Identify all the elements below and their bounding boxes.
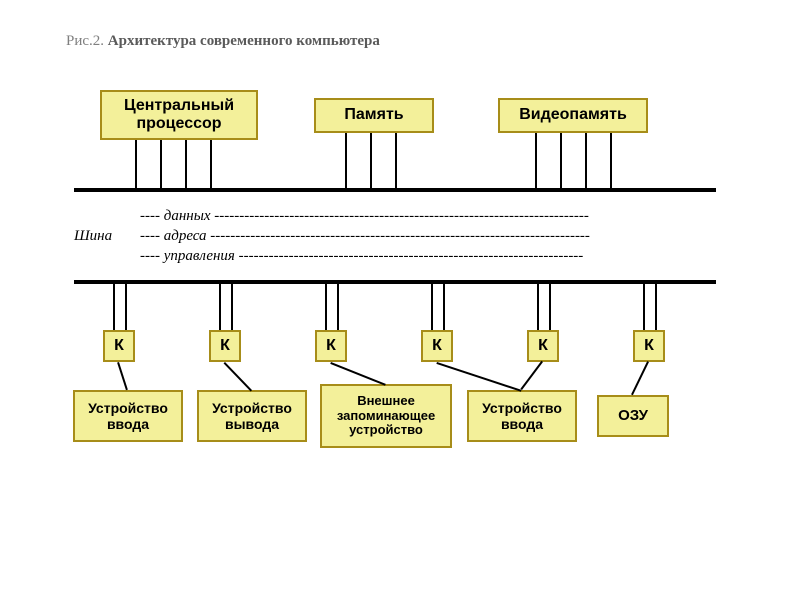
connector-line bbox=[560, 133, 562, 188]
controller-box: К bbox=[103, 330, 135, 362]
connector-line bbox=[224, 362, 252, 391]
connector-line bbox=[549, 284, 551, 330]
connector-line bbox=[643, 284, 645, 330]
connector-line bbox=[210, 140, 212, 188]
connector-line bbox=[610, 133, 612, 188]
bus-sub-label: ---- данных ----------------------------… bbox=[140, 208, 589, 225]
connector-line bbox=[113, 284, 115, 330]
connector-line bbox=[345, 133, 347, 188]
controller-box: К bbox=[421, 330, 453, 362]
caption-prefix: Рис.2. bbox=[66, 33, 108, 49]
connector-line bbox=[655, 284, 657, 330]
connector-line bbox=[631, 361, 649, 395]
bus-line bbox=[74, 188, 716, 192]
connector-line bbox=[537, 284, 539, 330]
top-box: Память bbox=[314, 98, 434, 133]
connector-line bbox=[330, 362, 386, 386]
connector-line bbox=[135, 140, 137, 188]
connector-line bbox=[117, 362, 128, 391]
connector-line bbox=[535, 133, 537, 188]
connector-line bbox=[370, 133, 372, 188]
connector-line bbox=[160, 140, 162, 188]
connector-line bbox=[125, 284, 127, 330]
connector-line bbox=[431, 284, 433, 330]
top-box: Видеопамять bbox=[498, 98, 648, 133]
connector-line bbox=[337, 284, 339, 330]
connector-line bbox=[443, 284, 445, 330]
top-box: Центральный процессор bbox=[100, 90, 258, 140]
caption-title: Архитектура современного компьютера bbox=[108, 33, 380, 49]
connector-line bbox=[325, 284, 327, 330]
connector-line bbox=[231, 284, 233, 330]
controller-box: К bbox=[633, 330, 665, 362]
controller-box: К bbox=[527, 330, 559, 362]
device-box: ОЗУ bbox=[597, 395, 669, 437]
bus-line bbox=[74, 280, 716, 284]
connector-line bbox=[395, 133, 397, 188]
figure-caption: Рис.2. Архитектура современного компьюте… bbox=[66, 33, 380, 50]
device-box: Устройство вывода bbox=[197, 390, 307, 442]
controller-box: К bbox=[209, 330, 241, 362]
connector-line bbox=[185, 140, 187, 188]
connector-line bbox=[585, 133, 587, 188]
device-box: Устройство ввода bbox=[467, 390, 577, 442]
device-box: Устройство ввода bbox=[73, 390, 183, 442]
controller-box: К bbox=[315, 330, 347, 362]
bus-sub-label: ---- управления ------------------------… bbox=[140, 248, 583, 265]
device-box: Внешнее запоминающее устройство bbox=[320, 384, 452, 448]
connector-line bbox=[219, 284, 221, 330]
connector-line bbox=[520, 361, 543, 390]
bus-sub-label: ---- адреса ----------------------------… bbox=[140, 228, 590, 245]
bus-prefix: Шина bbox=[74, 228, 112, 245]
